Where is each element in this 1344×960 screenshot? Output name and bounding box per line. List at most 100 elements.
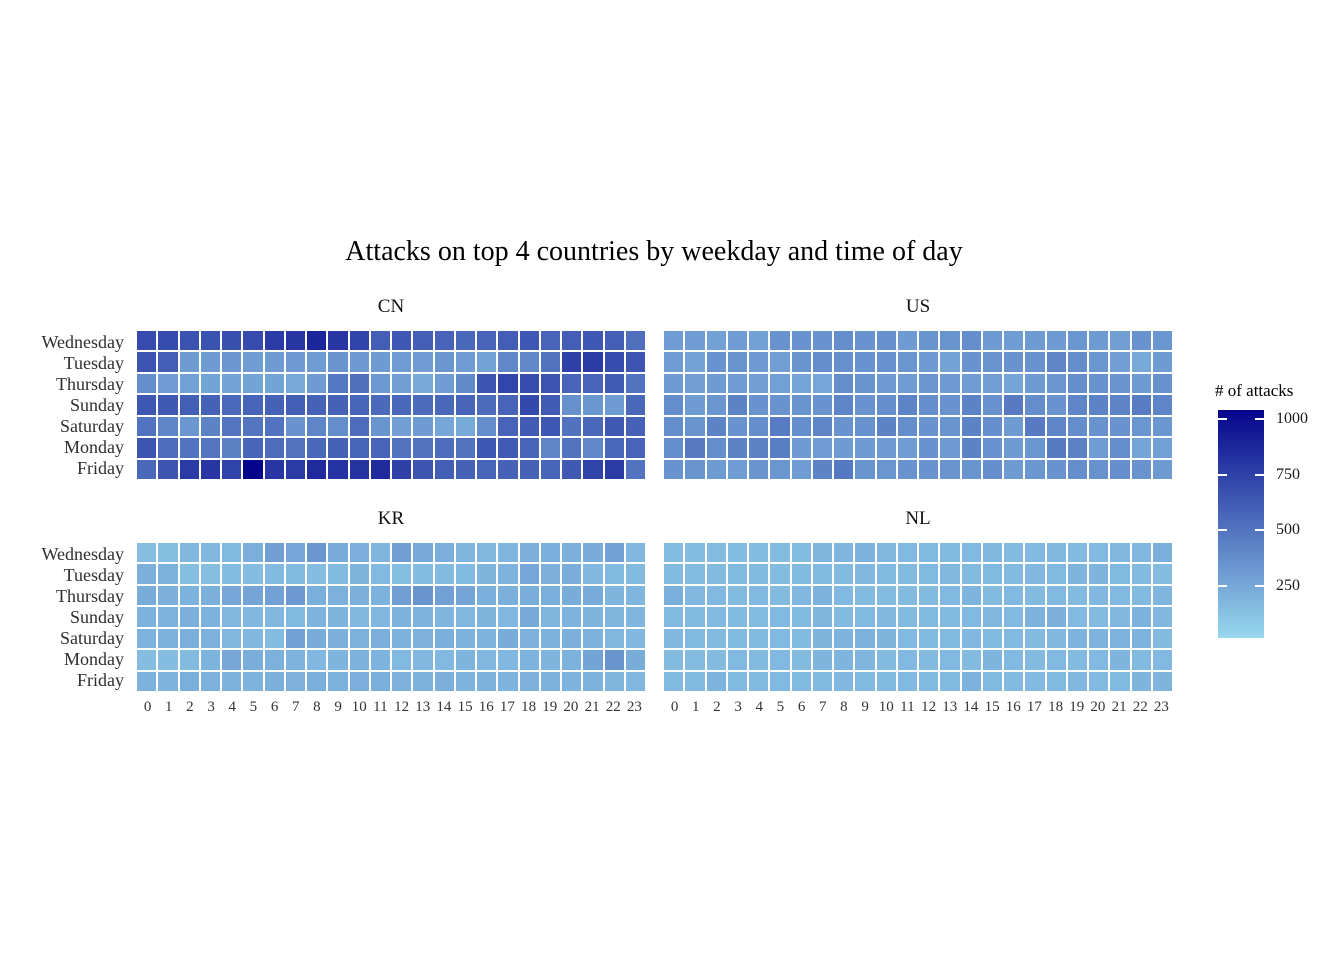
heatmap-cell	[222, 671, 242, 691]
x-axis-label: 11	[900, 699, 915, 715]
y-axis-label: Friday	[77, 670, 124, 691]
heatmap-cell	[540, 607, 560, 627]
legend-tick-mark	[1255, 529, 1264, 532]
heatmap-cell	[158, 331, 178, 351]
heatmap-cell	[1089, 564, 1109, 584]
heatmap-cell	[749, 331, 769, 351]
x-axis-label: 1	[691, 699, 700, 715]
legend-tick-label: 750	[1276, 465, 1300, 483]
heatmap-cell	[307, 671, 327, 691]
heatmap-cell	[583, 671, 603, 691]
heatmap-cell	[413, 459, 433, 479]
heatmap-cell	[834, 628, 854, 649]
x-axis-label: 4	[228, 699, 236, 715]
heatmap-cell	[434, 543, 454, 563]
heatmap-cell	[1025, 543, 1045, 563]
heatmap-cell	[961, 671, 981, 691]
heatmap-cell	[349, 650, 369, 670]
heatmap-cell	[328, 352, 348, 372]
heatmap-cell	[349, 331, 369, 351]
heatmap-cell	[685, 628, 705, 649]
heatmap-cell	[664, 543, 684, 563]
legend-colorbar	[1218, 410, 1264, 638]
heatmap-cell	[1046, 331, 1066, 351]
heatmap-cell	[392, 331, 412, 351]
heatmap-cell	[158, 585, 178, 606]
heatmap-cell	[1004, 543, 1024, 563]
heatmap-cell	[625, 585, 645, 606]
heatmap-cell	[961, 331, 981, 351]
heatmap-cell	[562, 650, 582, 670]
heatmap-cell	[685, 352, 705, 372]
heatmap-cell	[1004, 459, 1024, 479]
heatmap-cell	[413, 438, 433, 458]
heatmap-cell	[770, 564, 790, 584]
heatmap-cell	[477, 543, 497, 563]
heatmap-cell	[264, 585, 284, 606]
heatmap-cell	[876, 416, 896, 437]
legend-tick-mark	[1218, 529, 1227, 532]
heatmap-cell	[1110, 585, 1130, 606]
heatmap-cell	[625, 650, 645, 670]
heatmap-cell	[876, 438, 896, 458]
heatmap-cell	[706, 438, 726, 458]
heatmap-cell	[370, 650, 390, 670]
heatmap-cell	[540, 671, 560, 691]
heatmap-cell	[583, 543, 603, 563]
heatmap-cell	[498, 650, 518, 670]
heatmap-cell	[455, 628, 475, 649]
heatmap-cell	[264, 438, 284, 458]
heatmap-cell	[1046, 352, 1066, 372]
heatmap-cell	[158, 671, 178, 691]
heatmap-cell	[307, 459, 327, 479]
heatmap-cell	[749, 628, 769, 649]
heatmap-cell	[1152, 352, 1172, 372]
heatmap-cell	[1110, 352, 1130, 372]
heatmap-cell	[625, 395, 645, 415]
heatmap-cell	[243, 628, 263, 649]
heatmap-cell	[727, 628, 747, 649]
y-axis-label: Tuesday	[63, 352, 124, 373]
heatmap-cell	[179, 650, 199, 670]
y-axis-label: Saturday	[60, 416, 124, 437]
heatmap-cell	[919, 671, 939, 691]
heatmap-cell	[370, 543, 390, 563]
heatmap-cell	[285, 459, 305, 479]
heatmap-cell	[749, 459, 769, 479]
heatmap-cell	[1004, 564, 1024, 584]
heatmap-cell	[264, 373, 284, 394]
heatmap-cell	[328, 331, 348, 351]
y-axis-label: Sunday	[70, 606, 124, 627]
heatmap-cell	[727, 543, 747, 563]
heatmap-cell	[285, 373, 305, 394]
heatmap-cell	[307, 331, 327, 351]
heatmap-cell	[264, 416, 284, 437]
heatmap-cell	[540, 331, 560, 351]
heatmap-cell	[583, 416, 603, 437]
y-axis-label: Monday	[64, 437, 124, 458]
heatmap-cell	[222, 331, 242, 351]
heatmap-cell	[455, 395, 475, 415]
heatmap-cell	[897, 395, 917, 415]
heatmap-cell	[727, 671, 747, 691]
x-axis-label: 0	[670, 699, 679, 715]
heatmap-cell	[1131, 543, 1151, 563]
heatmap-cell	[285, 395, 305, 415]
heatmap-cell	[749, 373, 769, 394]
heatmap-cell	[897, 416, 917, 437]
heatmap-cell	[812, 352, 832, 372]
heatmap-cell	[413, 564, 433, 584]
heatmap-cell	[706, 628, 726, 649]
heatmap-cell	[604, 352, 624, 372]
heatmap-cell	[791, 650, 811, 670]
heatmap-cell	[264, 352, 284, 372]
heatmap-cell	[919, 373, 939, 394]
legend-tick-mark	[1255, 417, 1264, 420]
heatmap-cell	[307, 650, 327, 670]
heatmap-panel-kr	[137, 543, 645, 691]
x-axis-label: 21	[1111, 699, 1127, 715]
heatmap-cell	[222, 607, 242, 627]
heatmap-cell	[855, 564, 875, 584]
heatmap-cell	[791, 395, 811, 415]
heatmap-cell	[812, 543, 832, 563]
